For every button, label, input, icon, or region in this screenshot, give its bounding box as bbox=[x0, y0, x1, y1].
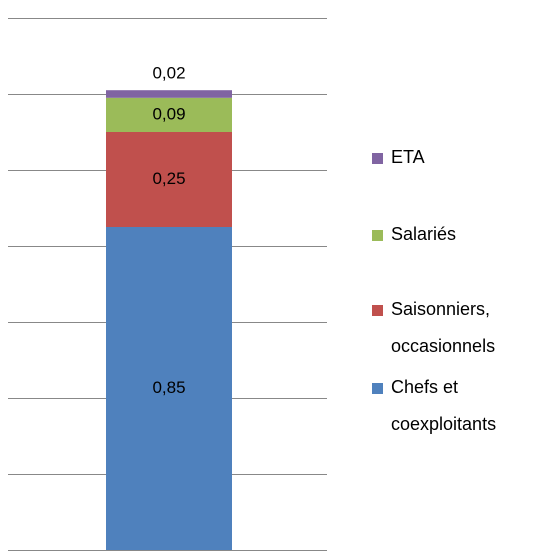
data-label: 0,09 bbox=[152, 104, 185, 123]
legend-label: ETA bbox=[391, 147, 425, 167]
bar-segment bbox=[106, 132, 232, 227]
legend-item: ETA bbox=[372, 147, 536, 176]
legend-swatch bbox=[372, 305, 383, 316]
legend-item: Saisonniers, occasionnels bbox=[372, 299, 536, 365]
legend-label: Saisonniers, occasionnels bbox=[391, 299, 496, 356]
legend-label: Salariés bbox=[391, 224, 457, 244]
bar-segment bbox=[106, 97, 232, 132]
legend-item: Chefs et coexploitants bbox=[372, 377, 536, 443]
bar-segment bbox=[106, 90, 232, 98]
data-label: 0,85 bbox=[152, 378, 185, 397]
legend: Chefs et coexploitants Saisonniers, occas… bbox=[372, 0, 539, 552]
data-label: 0,02 bbox=[152, 64, 185, 83]
bar-segment bbox=[106, 227, 232, 550]
legend-item: Salariés bbox=[372, 224, 536, 253]
legend-swatch bbox=[372, 153, 383, 164]
chart: 0,85 0,25 0,09 0,02 bbox=[8, 18, 327, 551]
legend-swatch bbox=[372, 383, 383, 394]
legend-label: Chefs et coexploitants bbox=[391, 377, 497, 434]
data-label: 0,25 bbox=[152, 169, 185, 188]
legend-swatch bbox=[372, 230, 383, 241]
